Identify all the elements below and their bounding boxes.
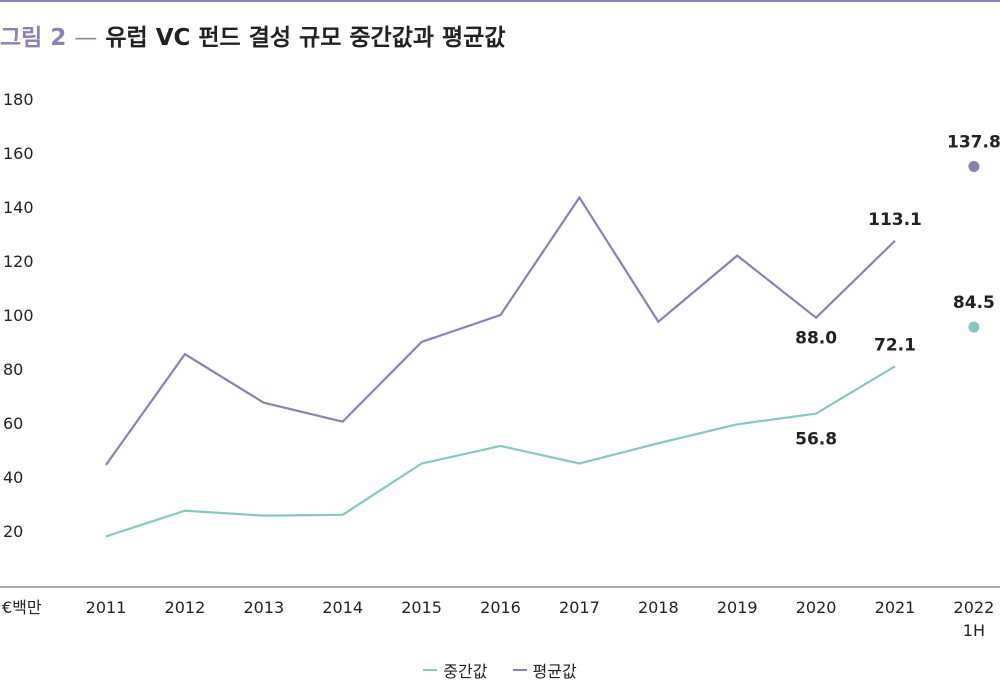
x-tick-label: 2022	[954, 598, 995, 617]
x-tick-label: 2019	[717, 598, 758, 617]
data-point-median	[968, 321, 980, 333]
legend-item-median: 중간값	[423, 658, 487, 682]
x-tick-label: 1H	[963, 621, 985, 640]
data-label: 84.5	[953, 293, 995, 313]
y-tick-label: 20	[3, 522, 23, 541]
x-tick-label: 2012	[165, 598, 206, 617]
y-tick-label: 100	[3, 306, 34, 325]
y-axis-unit-label: €백만	[2, 598, 42, 617]
line-chart: 20 40 60 80 100 120 140 160 180 €백만 2011 2012 2013 20…	[0, 90, 1000, 640]
series-line-mean	[105, 195, 896, 466]
x-tick-label: 2021	[875, 598, 916, 617]
y-tick-label: 140	[3, 198, 34, 217]
y-tick-label: 120	[3, 252, 34, 271]
x-tick-label: 2015	[401, 598, 442, 617]
legend: 중간값 평균값	[0, 656, 1000, 682]
legend-swatch-mean	[512, 669, 527, 671]
series-line-median	[105, 365, 896, 538]
data-point-mean	[968, 161, 980, 172]
y-tick-label: 60	[3, 414, 23, 433]
x-tick-label: 2013	[243, 598, 284, 617]
legend-label-mean: 평균값	[532, 662, 577, 681]
x-tick-label: 2011	[86, 598, 127, 617]
x-tick-label: 2017	[559, 598, 600, 617]
data-label: 137.8	[947, 133, 1000, 153]
data-label: 88.0	[795, 329, 837, 349]
data-label: 56.8	[795, 430, 837, 450]
title-text: 유럽 VC 펀드 결성 규모 중간값과 평균값	[105, 25, 506, 51]
y-tick-label: 180	[3, 90, 34, 109]
legend-swatch-median	[423, 669, 438, 671]
x-tick-label: 2020	[796, 598, 837, 617]
legend-label-median: 중간값	[443, 662, 488, 681]
figure-number: 그림 2	[0, 25, 67, 51]
x-tick-label: 2014	[322, 598, 363, 617]
y-tick-label: 80	[3, 360, 23, 379]
x-tick-label: 2016	[480, 598, 521, 617]
top-rule	[0, 0, 1000, 2]
y-tick-label: 40	[3, 468, 23, 487]
title-separator: —	[74, 25, 98, 51]
data-label: 113.1	[868, 210, 922, 230]
legend-item-mean: 평균값	[512, 658, 577, 682]
y-tick-label: 160	[3, 144, 34, 163]
chart-title: 그림 2 — 유럽 VC 펀드 결성 규모 중간값과 평균값	[0, 18, 506, 52]
x-tick-label: 2018	[638, 598, 679, 617]
data-label: 72.1	[874, 335, 916, 355]
